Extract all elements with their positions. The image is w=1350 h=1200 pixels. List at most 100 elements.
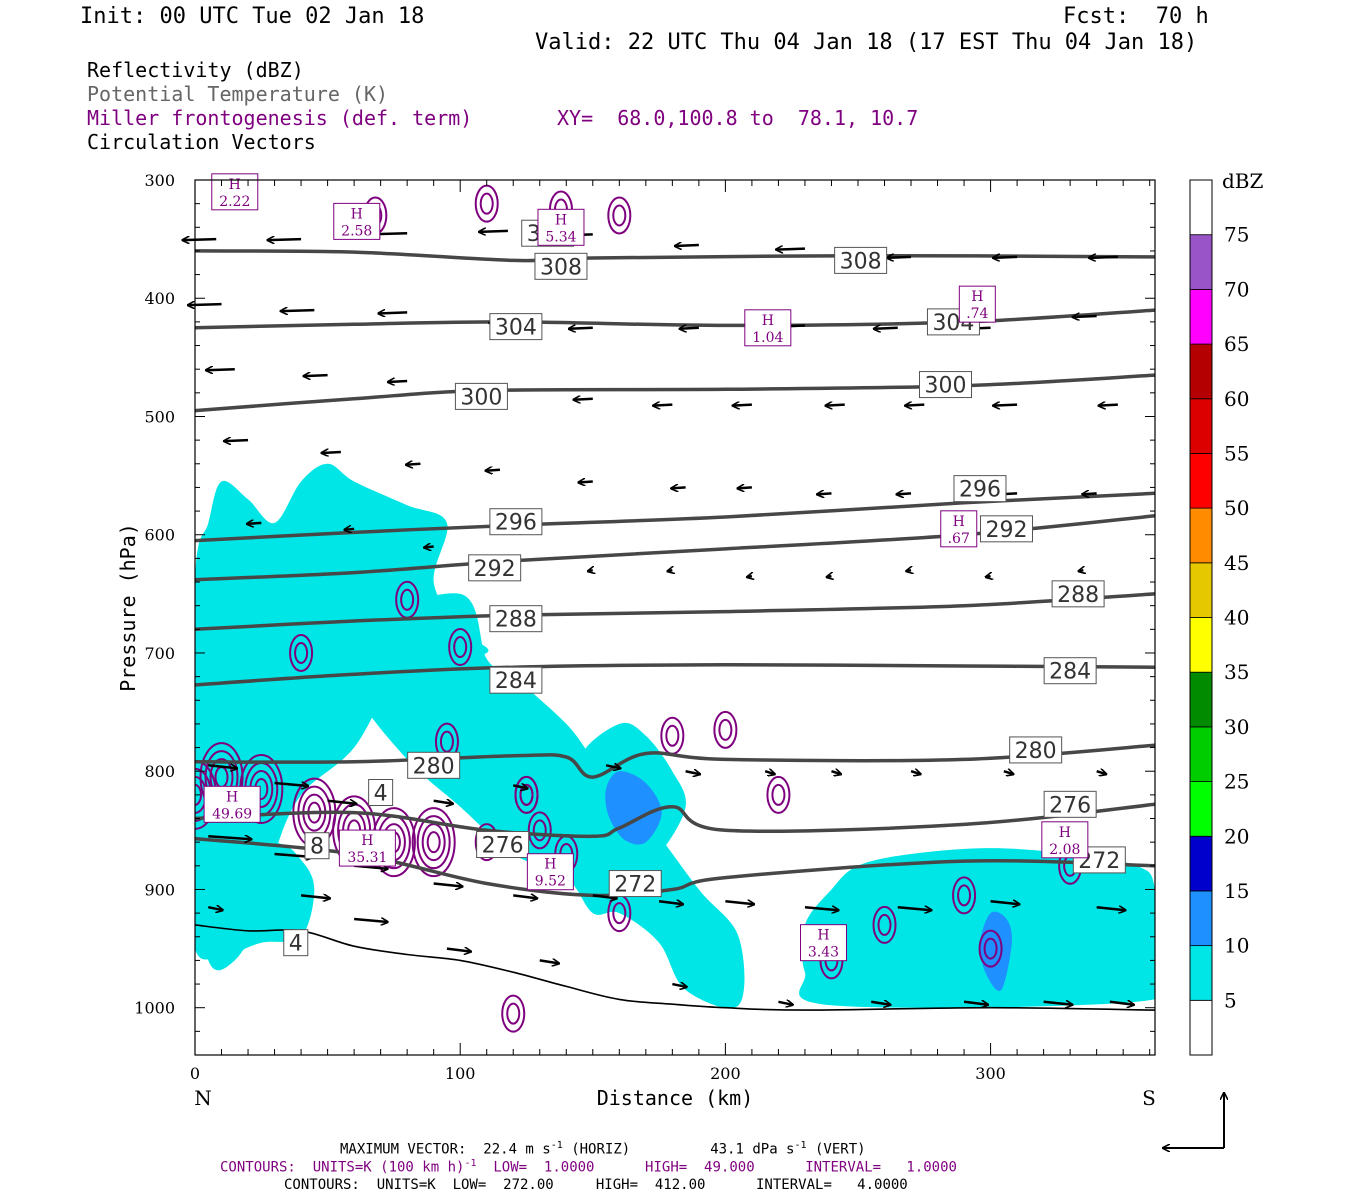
circulation-vector-41 (1082, 493, 1097, 494)
theta-label-text: 296 (495, 511, 537, 536)
theta-label-6: 300 (918, 371, 972, 399)
theta-label-text: 300 (460, 385, 502, 410)
theta-label-box (979, 515, 1033, 543)
y-tick-label: 500 (144, 407, 175, 426)
footer-max-vector: MAXIMUM VECTOR: 22.4 m s-1 (HORIZ) 43.1 d… (340, 1140, 866, 1158)
circulation-vector-51 (1079, 570, 1084, 571)
frontogenesis-contour-21-1 (448, 628, 473, 667)
frontogenesis-contour-16-1 (978, 929, 1003, 968)
frontogenesis-max-box (338, 829, 396, 867)
theta-label-text: 280 (413, 754, 455, 779)
theta-label-12: 288 (1051, 580, 1105, 608)
frontogenesis-contour-26-1 (501, 994, 526, 1033)
theta-contour-276 (195, 802, 1155, 839)
theta-contour-280 (195, 743, 1155, 779)
contour-labels: 3083083083043043003002962962922922882882… (203, 173, 1126, 962)
circulation-vector-54 (327, 801, 357, 804)
colorbar-bin-35 (1189, 617, 1213, 673)
frontogenesis-contour-25-0 (612, 204, 627, 227)
frontogenesis-max-value: 3.43 (808, 945, 839, 961)
theta-label-text: 288 (495, 608, 537, 633)
colorbar-label: 30 (1224, 715, 1249, 739)
circulation-vector-35 (578, 482, 593, 483)
theta-label-box (608, 870, 662, 898)
frontogenesis-max-h: H (229, 177, 241, 193)
frontogenesis-contour-20-1 (766, 775, 791, 814)
colorbar-label: 50 (1224, 496, 1249, 520)
frontogenesis-contour-15-1 (952, 876, 977, 915)
circulation-vector-22 (388, 381, 408, 382)
frontogenesis-contour-23-0 (479, 192, 494, 215)
circulation-vector-17 (874, 328, 898, 329)
circulation-vector-31 (224, 440, 249, 441)
circulation-vector-52 (208, 765, 237, 768)
theta-label-box (489, 508, 543, 536)
frontogenesis-max-h: H (361, 833, 373, 849)
circulation-vector-64 (208, 836, 251, 839)
colorbar-bin-30 (1189, 671, 1213, 728)
circulation-vector-82 (778, 1002, 792, 1005)
frontogenesis-contour-6-2 (416, 815, 451, 870)
y-tick-label: 700 (144, 644, 175, 663)
colorbar-bin-45 (1189, 507, 1213, 564)
theta-label-text: 8 (310, 835, 324, 860)
circulation-vector-12 (378, 312, 408, 313)
theta-label-text: 292 (985, 518, 1027, 543)
circulation-vector-14 (569, 328, 593, 329)
frontogenesis-contour-15-0 (957, 884, 972, 907)
frontogenesis-max-value: 49.69 (212, 806, 252, 822)
theta-label-box (454, 382, 508, 410)
circulation-vector-6 (776, 249, 805, 250)
circulation-vector-30 (1099, 405, 1118, 406)
circulation-vector-38 (817, 493, 832, 494)
colorbar-label: 15 (1224, 879, 1249, 903)
circulation-vector-63 (1096, 771, 1107, 774)
y-tick-label: 900 (144, 880, 175, 899)
theta-label-text: 280 (1015, 739, 1057, 764)
theta-contour-300 (195, 373, 1155, 413)
x-tick-label: 0 (190, 1064, 200, 1083)
y-tick-label: 300 (144, 171, 175, 190)
frontogenesis-max-h: H (953, 514, 965, 530)
circulation-vector-28 (905, 405, 925, 406)
frontogenesis-max-box (333, 202, 381, 240)
theta-label-text: 292 (474, 557, 516, 582)
frontogenesis-max-1: H2.58 (333, 202, 381, 240)
frontogenesis-contour-28-0 (294, 641, 309, 664)
circulation-vector-44 (424, 547, 434, 548)
reference-vector (1163, 1093, 1224, 1148)
x-tick-label: 200 (710, 1064, 741, 1083)
colorbar-label: 65 (1224, 332, 1249, 356)
circulation-vector-5 (675, 245, 699, 246)
frontogenesis-max-value: .67 (948, 531, 970, 547)
frontogenesis-max-9: H3.43 (800, 924, 848, 962)
theta-label-13: 284 (489, 666, 543, 694)
theta-label-11: 288 (489, 605, 543, 633)
theta-label-text: 284 (495, 669, 537, 694)
theta-label-box (1043, 657, 1097, 685)
frontogenesis-contour-6-0 (426, 831, 441, 854)
circulation-vector-10 (188, 304, 222, 305)
colorbar-bin-5 (1189, 945, 1213, 1001)
frontogenesis-contour-14-1 (872, 905, 897, 944)
frontogenesis-contour-25-1 (607, 196, 632, 235)
theta-label-9: 292 (468, 554, 522, 582)
colorbar-bin-75 (1189, 179, 1213, 236)
circulation-vector-56 (512, 785, 527, 788)
circulation-vector-59 (764, 771, 775, 774)
frontogenesis-max-h: H (351, 206, 363, 222)
circulation-vector-9 (1089, 257, 1118, 258)
frontogenesis-max-h: H (544, 857, 556, 873)
x-axis-label: Distance (km) (597, 1086, 754, 1110)
circulation-vector-8 (993, 257, 1018, 258)
frontogenesis-contour-10-1 (527, 811, 552, 850)
frontogenesis-max-6: H49.69 (203, 785, 261, 823)
circulation-vector-46 (668, 570, 673, 571)
reflectivity-region-4 (799, 848, 1155, 1008)
terrain-surface (194, 924, 1156, 1011)
frontogenesis-contour-21-0 (453, 636, 468, 659)
frontogenesis-contour-26-0 (506, 1002, 521, 1025)
colorbar-label: 75 (1224, 223, 1249, 247)
circulation-vector-48 (827, 576, 832, 577)
theta-label-box (489, 605, 543, 633)
